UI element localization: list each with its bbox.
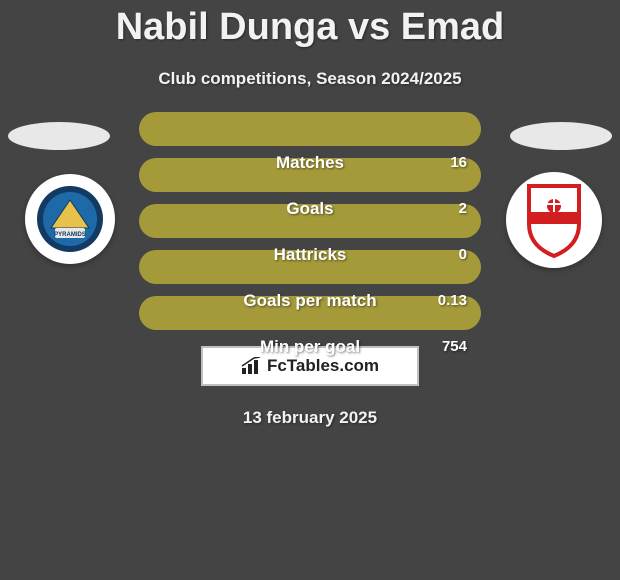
stat-label: Goals per match xyxy=(139,284,481,318)
page-title: Nabil Dunga vs Emad xyxy=(0,0,620,49)
stat-value-right: 0 xyxy=(459,238,467,272)
player-silhouette-right xyxy=(510,122,612,150)
stat-label: Matches xyxy=(139,146,481,180)
stat-bar-right xyxy=(139,112,481,146)
date-line: 13 february 2025 xyxy=(0,408,620,428)
team-badge-right xyxy=(506,172,602,268)
team-badge-left: PYRAMIDS xyxy=(25,174,115,264)
stat-value-right: 754 xyxy=(442,330,467,364)
stat-value-right: 2 xyxy=(459,192,467,226)
player-silhouette-left xyxy=(8,122,110,150)
stat-value-right: 0.13 xyxy=(438,284,467,318)
stat-row: Matches16 xyxy=(139,112,481,146)
svg-text:PYRAMIDS: PYRAMIDS xyxy=(54,232,86,238)
zamalek-logo-icon xyxy=(521,180,587,260)
pyramids-logo-icon: PYRAMIDS xyxy=(35,184,105,254)
stat-label: Hattricks xyxy=(139,238,481,272)
stat-value-right: 16 xyxy=(450,146,467,180)
page-subtitle: Club competitions, Season 2024/2025 xyxy=(0,69,620,89)
stat-pill xyxy=(139,112,481,146)
stat-label: Goals xyxy=(139,192,481,226)
stats-area: PYRAMIDS Matches16 Goals2 Hattricks0 Goals … xyxy=(0,112,620,428)
stat-label: Min per goal xyxy=(139,330,481,364)
